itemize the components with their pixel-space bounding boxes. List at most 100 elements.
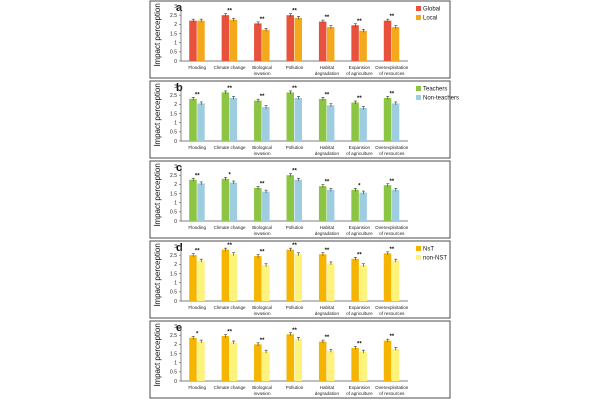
significance-label: ** [260,17,265,23]
bar [254,256,262,301]
bar [326,189,335,221]
y-tick-label: 2.5 [170,13,177,19]
legend-label: Global [423,7,440,13]
bar [294,338,302,381]
legend-label: Non-teachers [423,96,459,102]
significance-label: ** [325,335,330,341]
x-tick-label: Flooding [188,385,206,390]
x-tick-label: of resources [379,71,405,76]
bar [254,23,262,62]
x-tick-label: Pollution [286,305,304,310]
bar [254,188,262,221]
y-tick-label: 0.5 [170,50,177,56]
significance-label: ** [260,182,265,188]
panel-frame [149,80,451,159]
panel-e: e Impact perception 0 0.5 1 1.5 2 2.5 3 * Flooding… [149,320,451,399]
x-tick-label: Biological [252,65,272,70]
x-tick-label: Biological [252,225,272,230]
significance-label: ** [389,179,394,185]
y-tick-label: 1 [174,40,177,46]
bar [221,92,230,141]
x-tick-label: Pollution [286,385,304,390]
x-tick-label: Biological [252,385,272,390]
y-axis-label: Impact perception [153,83,162,147]
y-tick-label: 0.5 [170,370,177,376]
bar [351,189,359,221]
bar [391,260,400,301]
x-tick-label: of agriculture [346,231,373,236]
bar [254,344,262,381]
bar [326,27,335,61]
bar [351,348,359,381]
x-tick-label: invasion [254,151,271,156]
legend-swatch [416,15,421,20]
bar [286,92,294,141]
significance-label: ** [325,15,330,21]
significance-label: ** [227,86,232,92]
y-tick-label: 3 [174,4,177,10]
y-tick-label: 1 [174,120,177,126]
y-tick-label: 0 [174,379,177,385]
x-tick-label: Overexploitation [375,305,409,310]
panel-a: a Impact perception 0 0.5 1 1.5 2 2.5 3 Flooding *… [149,0,451,79]
x-tick-label: Habitat [320,305,335,310]
significance-label: ** [325,248,330,254]
y-tick-label: 1 [174,360,177,366]
significance-label: ** [292,86,297,92]
y-axis-label: Impact perception [153,163,162,227]
bar [229,97,238,141]
x-tick-label: Climate change [214,145,246,150]
bar [197,260,205,301]
x-tick-label: invasion [254,71,271,76]
x-tick-label: Expansion [349,225,371,230]
x-tick-label: Climate change [214,385,246,390]
bar [189,98,197,141]
y-tick-label: 1.5 [170,191,177,197]
significance-label: ** [195,92,200,98]
y-tick-label: 3 [174,84,177,90]
significance-label: ** [389,14,394,20]
panel-d: d Impact perception 0 0.5 1 1.5 2 2.5 3 ** Floodin… [149,240,451,319]
y-tick-label: 2 [174,182,177,188]
bar [326,105,335,141]
x-tick-label: Habitat [320,385,335,390]
legend-label: non-NST [423,256,447,262]
x-tick-label: Flooding [188,305,206,310]
y-tick-label: 2.5 [170,253,177,259]
x-tick-label: Expansion [349,305,371,310]
significance-label: ** [292,9,297,15]
y-tick-label: 0 [174,59,177,65]
x-tick-label: invasion [254,391,271,396]
bar [197,341,205,381]
y-tick-label: 1 [174,280,177,286]
bar [318,21,327,61]
x-tick-label: invasion [254,231,271,236]
x-tick-label: of agriculture [346,151,373,156]
significance-label: ** [292,328,297,334]
bar [286,249,294,301]
significance-label: ** [357,19,362,25]
y-tick-label: 0.5 [170,210,177,216]
bar [318,254,327,301]
bar [286,15,294,61]
bar [189,20,197,62]
x-tick-label: of resources [379,231,405,236]
significance-label: ** [195,249,200,255]
panel-label: c [176,162,182,174]
panel-frame [149,240,451,319]
significance-label: ** [227,243,232,249]
bar [359,351,367,381]
y-tick-label: 0.5 [170,290,177,296]
significance-label: * [228,172,231,178]
y-axis-label: Impact perception [153,3,162,67]
x-tick-label: Climate change [214,225,246,230]
bar [318,341,327,381]
panel-b: b Impact perception 0 0.5 1 1.5 2 2.5 3 ** Floodin… [149,80,459,159]
x-tick-label: of agriculture [346,391,373,396]
panel-frame [149,0,451,79]
legend-label: Teachers [423,87,447,93]
bar [383,185,392,221]
x-tick-label: Pollution [286,145,304,150]
x-tick-label: degradation [315,151,340,156]
significance-label: ** [260,94,265,100]
